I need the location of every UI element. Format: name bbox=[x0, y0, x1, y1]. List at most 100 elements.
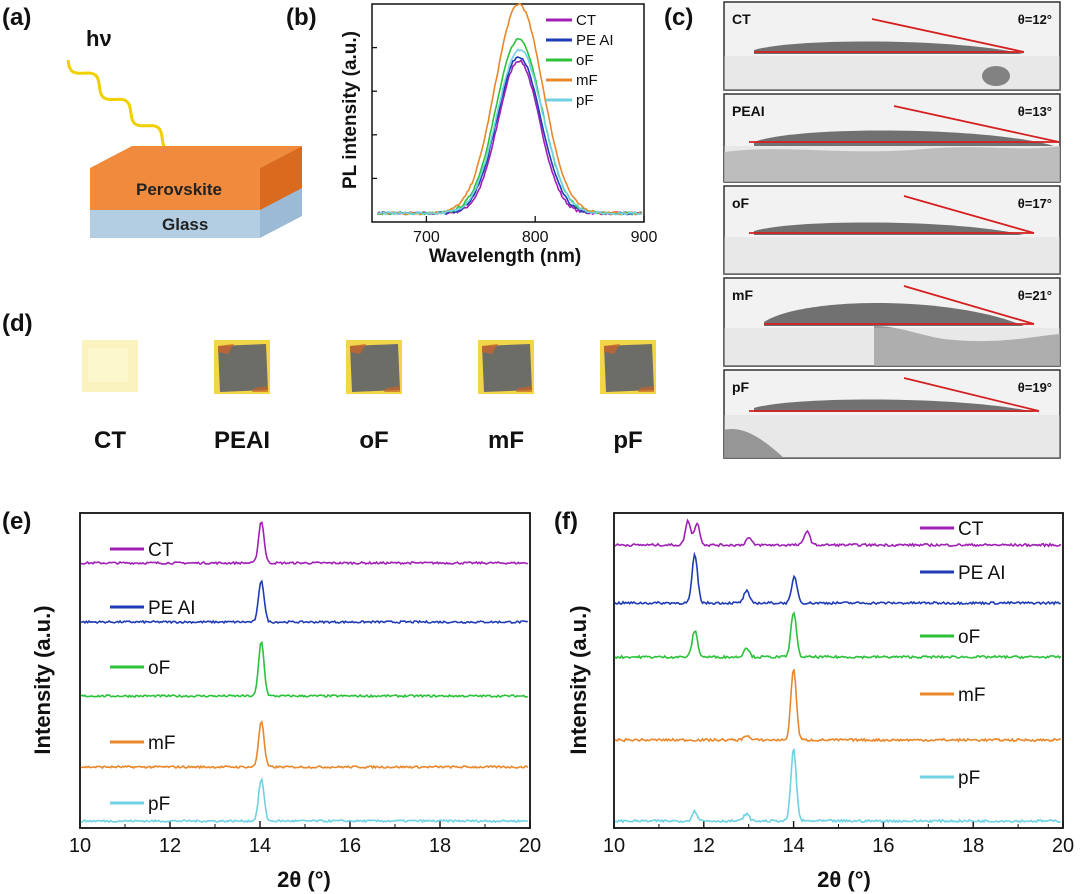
film-sample bbox=[218, 344, 268, 392]
substrate-shadow bbox=[724, 146, 1060, 182]
contact-angle-image: pF θ=19° bbox=[723, 369, 1061, 459]
water-droplet bbox=[754, 222, 1024, 235]
pl-chart: PL intensity (a.u.) Wavelength (nm) 700 8… bbox=[340, 2, 658, 267]
contact-angle-image: CT θ=12° bbox=[723, 1, 1061, 91]
xrd-series-pf bbox=[614, 748, 1061, 824]
film-sample bbox=[604, 344, 654, 392]
panel-label-e: (e) bbox=[2, 508, 32, 535]
film-sample-center bbox=[88, 348, 128, 382]
xrd-series-of bbox=[614, 611, 1062, 660]
film-photo-panel: CT PEAI oF mF pF bbox=[82, 340, 656, 454]
film-edge bbox=[516, 386, 532, 392]
xrd-x-tick-label: 12 bbox=[159, 835, 181, 857]
contact-angle-sample-label: PEAI bbox=[732, 103, 765, 119]
film-label: CT bbox=[94, 427, 126, 454]
pl-plot-frame bbox=[371, 3, 645, 223]
pl-x-axis-label: Wavelength (nm) bbox=[429, 246, 581, 267]
tangent-line bbox=[903, 195, 1035, 234]
schematic-diagram: hν Perovskite Glass bbox=[66, 26, 302, 238]
film-photo bbox=[214, 340, 270, 394]
film-edge bbox=[218, 344, 234, 354]
pl-x-tick-label: 900 bbox=[631, 229, 658, 246]
film-photo bbox=[82, 340, 138, 392]
contact-angle-sample-label: mF bbox=[732, 287, 753, 303]
contact-angle-value: θ=19° bbox=[1018, 380, 1052, 395]
perovskite-top bbox=[90, 146, 302, 168]
substrate-texture bbox=[724, 56, 1060, 90]
panel-label-c: (c) bbox=[664, 4, 694, 31]
panel-label-a: (a) bbox=[2, 4, 32, 31]
xrd-chart-e: Intensity (a.u.) 2θ (°) 10 12 14 16 18 20 CT PE… bbox=[30, 512, 541, 892]
contact-angle-image: PEAI θ=13° bbox=[723, 93, 1061, 183]
panel-label-b: (b) bbox=[286, 4, 317, 31]
substrate-shadow bbox=[874, 326, 1060, 366]
tangent-line bbox=[893, 105, 1060, 143]
xrd-x-tick-label: 14 bbox=[782, 835, 804, 857]
photon-label: hν bbox=[86, 26, 112, 51]
xrd-e-x-axis-label: 2θ (°) bbox=[277, 867, 331, 892]
film-label: mF bbox=[488, 427, 524, 454]
xrd-f-x-axis-label: 2θ (°) bbox=[817, 867, 871, 892]
xrd-series-ct bbox=[80, 521, 529, 566]
xrd-x-tick-label: 16 bbox=[872, 835, 894, 857]
pl-legend-label: pF bbox=[576, 92, 594, 109]
pl-legend-label: CT bbox=[576, 12, 596, 29]
contact-angle-value: θ=17° bbox=[1018, 196, 1052, 211]
xrd-legend-label: pF bbox=[958, 768, 980, 789]
contact-angle-sample-label: CT bbox=[732, 11, 751, 27]
xrd-series-pf bbox=[80, 777, 528, 824]
xrd-legend-label: pF bbox=[148, 794, 170, 815]
film-edge bbox=[252, 386, 268, 392]
xrd-x-tick-label: 18 bbox=[429, 835, 451, 857]
perovskite-front bbox=[90, 168, 260, 210]
contact-angle-value: θ=13° bbox=[1018, 104, 1052, 119]
film-photo bbox=[346, 340, 402, 394]
xrd-legend-label: CT bbox=[148, 540, 174, 561]
xrd-f-y-axis-label: Intensity (a.u.) bbox=[566, 605, 591, 754]
contact-angle-frame bbox=[723, 369, 1061, 459]
pl-x-tick-label: 800 bbox=[522, 229, 549, 246]
film-photo bbox=[478, 340, 534, 394]
film-edge bbox=[604, 344, 620, 354]
pl-legend-label: oF bbox=[576, 52, 594, 69]
xrd-legend-label: CT bbox=[958, 519, 984, 540]
pl-y-axis-label: PL intensity (a.u.) bbox=[340, 31, 361, 189]
xrd-x-tick-label: 18 bbox=[962, 835, 984, 857]
substrate-texture bbox=[724, 415, 1060, 458]
xrd-legend-label: PE AI bbox=[148, 598, 196, 619]
xrd-plot-frame bbox=[613, 512, 1064, 829]
substrate-texture bbox=[724, 146, 1060, 182]
light-beam-icon bbox=[66, 59, 179, 154]
xrd-series-ct bbox=[614, 518, 1062, 548]
xrd-series-mf bbox=[80, 719, 529, 770]
contact-angle-image: oF θ=17° bbox=[723, 185, 1061, 275]
film-edge bbox=[384, 386, 400, 392]
xrd-e-y-axis-label: Intensity (a.u.) bbox=[30, 605, 55, 754]
film-label: PEAI bbox=[214, 427, 270, 454]
contact-angle-sample-label: pF bbox=[732, 379, 750, 395]
substrate-shadow bbox=[724, 429, 784, 458]
xrd-legend-label: PE AI bbox=[958, 563, 1006, 584]
contact-angle-sample-label: oF bbox=[732, 195, 750, 211]
panel-label-f: (f) bbox=[554, 508, 578, 535]
water-droplet bbox=[754, 41, 1024, 54]
pl-series-peai bbox=[377, 56, 643, 216]
substrate-texture bbox=[724, 328, 1060, 366]
glass-label: Glass bbox=[162, 215, 208, 234]
substrate-shadow bbox=[982, 66, 1010, 86]
tangent-line bbox=[903, 285, 1035, 325]
xrd-x-tick-label: 20 bbox=[1052, 835, 1074, 857]
film-edge bbox=[350, 344, 366, 354]
substrate-texture bbox=[724, 237, 1060, 274]
contact-angle-value: θ=21° bbox=[1018, 288, 1052, 303]
pl-legend-label: PE AI bbox=[576, 32, 614, 49]
film-photo bbox=[600, 340, 656, 394]
xrd-x-tick-label: 10 bbox=[603, 835, 625, 857]
contact-angle-panel: CT θ=12° PEAI θ=13° oF θ=17° mF θ=21° pF θ=19° bbox=[723, 1, 1061, 459]
pl-series-pf bbox=[377, 48, 643, 216]
xrd-chart-f: Intensity (a.u.) 2θ (°) 10 12 14 16 18 20 CT PE… bbox=[566, 512, 1074, 892]
pl-legend-label: mF bbox=[576, 72, 598, 89]
perovskite-label: Perovskite bbox=[136, 180, 222, 199]
film-label: pF bbox=[613, 427, 642, 454]
xrd-x-tick-label: 16 bbox=[339, 835, 361, 857]
